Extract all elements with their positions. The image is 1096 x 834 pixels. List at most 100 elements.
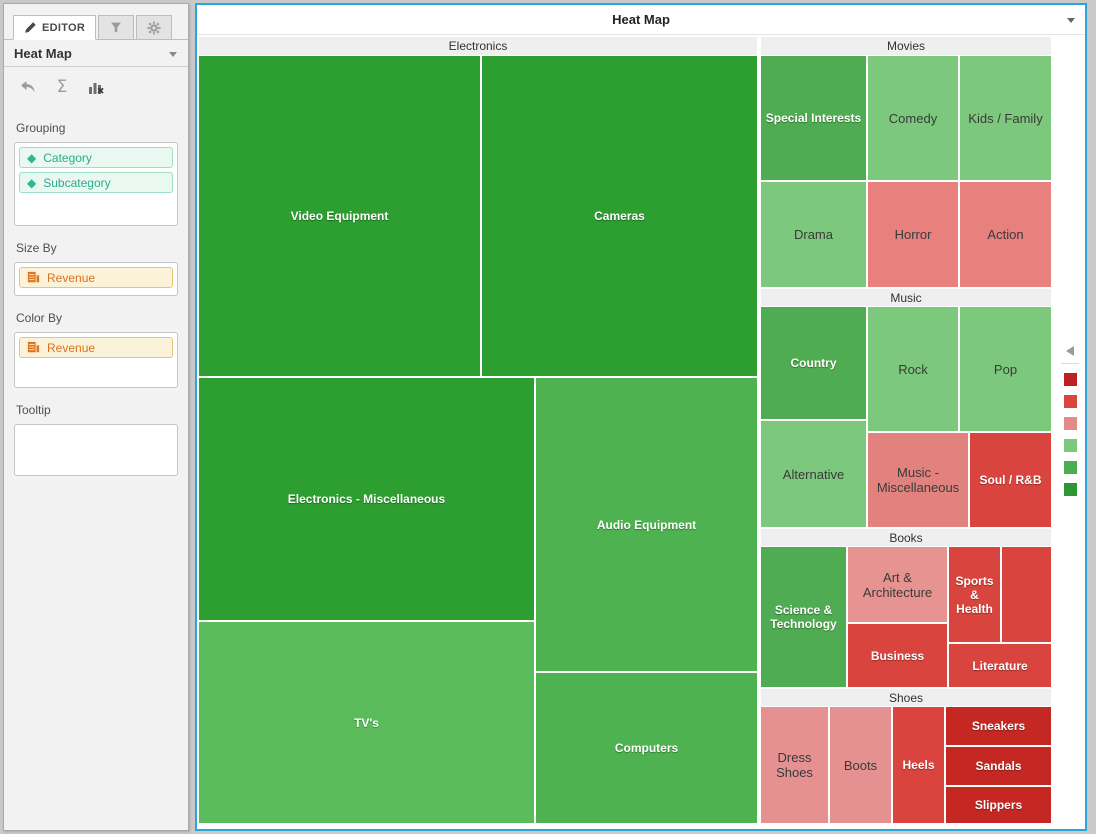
legend-swatch (1063, 395, 1077, 408)
treemap-cell-video-equipment[interactable]: Video Equipment (199, 56, 480, 376)
undo-icon[interactable] (19, 78, 37, 96)
treemap-cell-label: Comedy (888, 110, 938, 126)
treemap-cell-label: Sports & Health (955, 573, 994, 616)
treemap-cell-pop[interactable]: Pop (960, 307, 1051, 431)
treemap-cell-label: Literature (972, 658, 1028, 673)
grouping-chip-category[interactable]: ◆ Category (19, 147, 173, 168)
treemap-cell-soul-r-b[interactable]: Soul / R&B (970, 433, 1051, 527)
legend-swatch (1063, 373, 1077, 386)
legend-swatch (1063, 483, 1077, 496)
treemap-cell-alternative[interactable]: Alternative (761, 421, 866, 527)
treemap-canvas: Electronics Video Equipment Cameras Electro… (199, 37, 1051, 823)
sigma-icon[interactable]: Σ (56, 77, 68, 97)
treemap-cell-heels[interactable]: Heels (893, 707, 944, 823)
gear-icon (147, 20, 161, 35)
treemap-cell-cameras[interactable]: Cameras (482, 56, 757, 376)
treemap-cell-boots[interactable]: Boots (830, 707, 891, 823)
legend-collapse-icon[interactable] (1066, 346, 1074, 356)
treemap-cell-special-interests[interactable]: Special Interests (761, 56, 866, 180)
treemap-cell-label: Country (790, 356, 837, 370)
treemap-cell-country[interactable]: Country (761, 307, 866, 419)
treemap-cell-kids-family[interactable]: Kids / Family (960, 56, 1051, 180)
tab-settings[interactable] (136, 15, 173, 39)
treemap-cell-label: Alternative (782, 466, 845, 482)
grouping-chip-subcategory[interactable]: ◆ Subcategory (19, 172, 173, 193)
treemap-cell-dress-shoes[interactable]: Dress Shoes (761, 707, 828, 823)
dimension-icon: ◆ (27, 150, 37, 165)
treemap-cell-label: Kids / Family (968, 110, 1043, 126)
treemap-cell-label: Horror (894, 227, 932, 242)
grouping-dropzone[interactable]: ◆ Category ◆ Subcategory (14, 142, 178, 226)
chart-title-bar: Heat Map (197, 5, 1085, 35)
color-by-chip-revenue[interactable]: Revenue (19, 337, 173, 358)
treemap-cell-sandals[interactable]: Sandals (946, 747, 1051, 785)
treemap-cell-label: Science & Technology (770, 603, 837, 631)
treemap-cell-label: Boots (843, 757, 878, 773)
measure-icon (27, 341, 40, 353)
treemap-section-header-electronics[interactable]: Electronics (199, 37, 757, 55)
treemap-cell-electronics-miscellaneous[interactable]: Electronics - Miscellaneous (199, 378, 534, 620)
treemap-cell-literature[interactable]: Literature (949, 644, 1051, 687)
editor-toolbar: Σ (4, 67, 188, 106)
treemap-cell-label: Dress Shoes (776, 750, 813, 780)
treemap-section-header-shoes[interactable]: Shoes (761, 689, 1051, 706)
treemap-cell[interactable] (1002, 547, 1051, 642)
chart-panel: Heat Map Electronics Video Equipment Camer… (195, 3, 1087, 831)
legend-swatch (1063, 417, 1077, 430)
grouping-label: Grouping (16, 121, 66, 135)
chart-title: Heat Map (612, 12, 670, 27)
chevron-down-icon (169, 52, 177, 57)
treemap-cell-business[interactable]: Business (848, 624, 947, 687)
treemap-cell-comedy[interactable]: Comedy (868, 56, 958, 180)
filter-icon (111, 22, 122, 33)
treemap-section-header-books[interactable]: Books (761, 529, 1051, 546)
treemap-cell-art-architecture[interactable]: Art & Architecture (848, 547, 947, 622)
color-by-section: Color By Revenue (14, 311, 178, 388)
treemap-cell-label: Heels (902, 758, 935, 772)
chip-label: Category (43, 150, 92, 165)
color-legend (1058, 346, 1082, 496)
chip-label: Subcategory (43, 175, 111, 190)
treemap-cell-slippers[interactable]: Slippers (946, 787, 1051, 823)
treemap-cell-science-technology[interactable]: Science & Technology (761, 547, 846, 687)
treemap-cell-sneakers[interactable]: Sneakers (946, 707, 1051, 745)
treemap-cell-drama[interactable]: Drama (761, 182, 866, 287)
treemap-cell-label: Video Equipment (290, 209, 389, 223)
treemap-cell-label: Sneakers (971, 719, 1026, 733)
chart-menu-caret-icon[interactable] (1067, 18, 1075, 23)
size-by-dropzone[interactable]: Revenue (14, 262, 178, 296)
treemap-cell-label: TV's (354, 715, 379, 730)
size-by-chip-revenue[interactable]: Revenue (19, 267, 173, 288)
chart-type-value: Heat Map (14, 46, 72, 61)
treemap-cell-audio-equipment[interactable]: Audio Equipment (536, 378, 757, 671)
color-by-dropzone[interactable]: Revenue (14, 332, 178, 388)
tooltip-dropzone[interactable] (14, 424, 178, 476)
treemap-cell-sports-health[interactable]: Sports & Health (949, 547, 1000, 642)
treemap-cell-label: Electronics - Miscellaneous (287, 492, 446, 506)
legend-swatch (1063, 439, 1077, 452)
chip-label: Revenue (47, 270, 96, 285)
treemap-section-header-music[interactable]: Music (761, 289, 1051, 306)
treemap-cell-action[interactable]: Action (960, 182, 1051, 287)
treemap-cell-tv-s[interactable]: TV's (199, 622, 534, 823)
tooltip-section: Tooltip (14, 403, 178, 476)
tab-filter[interactable] (98, 15, 135, 39)
treemap-cell-horror[interactable]: Horror (868, 182, 958, 287)
legend-swatches (1058, 373, 1082, 496)
treemap-cell-label: Art & Architecture (862, 569, 933, 600)
treemap-cell-rock[interactable]: Rock (868, 307, 958, 431)
tab-editor-label: EDITOR (42, 21, 86, 34)
grouping-section: Grouping ◆ Category ◆ Subcategory (14, 121, 178, 226)
treemap-cell-label: Rock (898, 361, 928, 377)
dimension-icon: ◆ (27, 175, 37, 190)
tab-editor[interactable]: EDITOR (13, 15, 97, 40)
treemap-cell-label: Pop (993, 361, 1018, 377)
treemap-cell-label: Sandals (975, 759, 1022, 773)
chart-type-dropdown[interactable]: Heat Map (4, 40, 188, 67)
chart-clear-icon[interactable] (87, 78, 105, 96)
treemap-cell-label: Business (870, 648, 925, 663)
treemap-cell-music-miscellaneous[interactable]: Music - Miscellaneous (868, 433, 968, 527)
treemap-cell-computers[interactable]: Computers (536, 673, 757, 823)
treemap-section-header-movies[interactable]: Movies (761, 37, 1051, 55)
